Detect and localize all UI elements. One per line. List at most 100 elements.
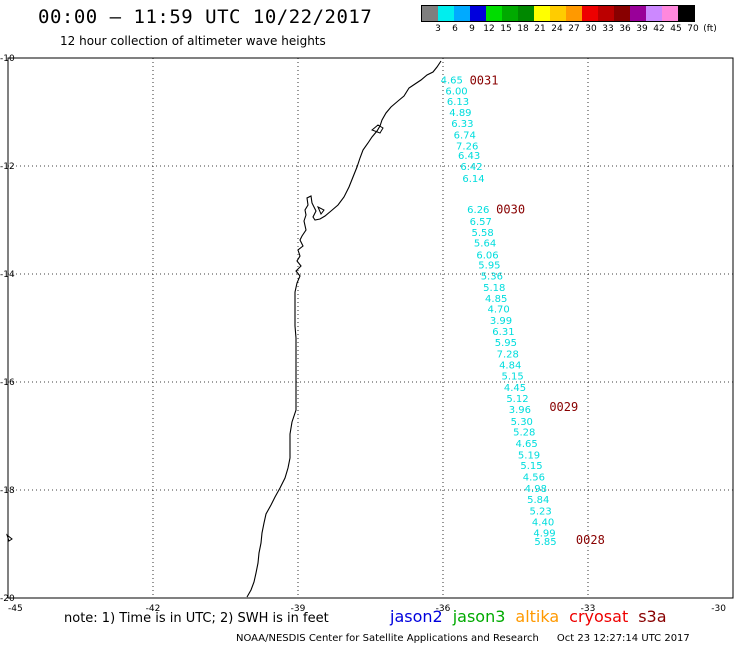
page-subtitle: 12 hour collection of altimeter wave hei…: [60, 34, 326, 48]
swh-value-label: 5.15: [501, 372, 523, 383]
legend-swatch: [502, 6, 518, 21]
wave-height-color-legend: 3 6 9 12 15 18 21 24 27 30 33 36 39 42 45 70 (ft): [421, 5, 717, 36]
swh-value-label: 5.30: [511, 417, 533, 428]
lon-tick-label: -39: [291, 604, 306, 614]
legend-swatch: [566, 6, 582, 21]
lon-tick-label: -30: [711, 604, 726, 614]
swh-value-label: 6.42: [460, 162, 482, 173]
swh-value-label: 4.45: [504, 383, 526, 394]
map-frame: [7, 57, 734, 599]
satellite-legend: jason2 jason3 altika cryosat s3a: [390, 607, 677, 626]
swh-value-label: 5.64: [474, 239, 496, 250]
swh-value-label: 6.14: [462, 174, 484, 185]
legend-label: 18: [517, 24, 529, 34]
generated-date: Oct 23 12:27:14 UTC 2017: [556, 633, 690, 644]
swh-value-label: 5.95: [478, 260, 500, 271]
swh-value-label: 4.85: [485, 294, 507, 305]
legend-swatch: [454, 6, 470, 21]
legend-swatch: [534, 6, 550, 21]
swh-value-label: 5.23: [530, 507, 552, 518]
time-marker-label: 0028: [576, 533, 605, 547]
swh-value-label: 6.00: [445, 86, 467, 97]
legend-swatch: [630, 6, 646, 21]
swh-value-label: 6.74: [454, 131, 476, 142]
swh-value-label: 5.28: [513, 428, 535, 439]
legend-label: 36: [619, 24, 631, 34]
swh-value-label: 5.12: [506, 394, 528, 405]
legend-swatch: [422, 6, 438, 21]
legend-label: 30: [585, 24, 597, 34]
legend-label: 45: [670, 24, 682, 34]
coastline: [246, 60, 442, 598]
color-swatches: [421, 5, 695, 22]
swh-value-label: 5.19: [518, 450, 540, 461]
lon-tick-label: -36: [436, 604, 451, 614]
legend-label: 21: [534, 24, 546, 34]
swh-value-label: 4.70: [487, 305, 509, 316]
legend-label: 27: [568, 24, 580, 34]
time-marker-label: 0031: [470, 74, 499, 88]
lat-tick-label: -18: [0, 486, 15, 496]
swh-value-label: 4.65: [516, 439, 538, 450]
swh-value-label: 4.65: [441, 76, 463, 87]
time-marker-label: 0029: [549, 400, 578, 414]
legend-label: 15: [500, 24, 512, 34]
swh-value-label: 5.36: [481, 272, 503, 283]
lat-tick-label: -10: [0, 54, 15, 64]
swh-value-label: 5.95: [495, 338, 517, 349]
legend-swatch: [678, 6, 694, 21]
legend-swatch: [662, 6, 678, 21]
satellite-altika: altika: [515, 607, 560, 626]
legend-swatch: [438, 6, 454, 21]
credit-text: NOAA/NESDIS Center for Satellite Applica…: [236, 633, 539, 644]
swh-value-label: 4.98: [525, 484, 547, 495]
swh-value-label: 5.85: [534, 537, 556, 548]
coastline-island: [5, 533, 13, 542]
swh-value-label: 5.84: [527, 495, 549, 506]
legend-swatch: [486, 6, 502, 21]
lat-tick-label: -20: [0, 594, 15, 604]
swh-value-label: 4.56: [523, 473, 545, 484]
legend-label: 9: [469, 24, 475, 34]
satellite-track: 4.656.006.134.896.336.747.266.436.426.14…: [441, 74, 605, 548]
swh-value-label: 6.33: [451, 119, 473, 130]
legend-swatch: [646, 6, 662, 21]
swh-value-label: 6.43: [458, 151, 480, 162]
legend-swatch: [614, 6, 630, 21]
lat-tick-label: -12: [0, 162, 15, 172]
swh-value-label: 7.26: [456, 141, 478, 152]
legend-label: 6: [452, 24, 458, 34]
legend-label: 42: [653, 24, 665, 34]
legend-swatch: [598, 6, 614, 21]
swh-value-label: 5.15: [520, 461, 542, 472]
swh-value-label: 3.99: [490, 316, 512, 327]
coastline-island: [371, 124, 384, 134]
lon-tick-label: -33: [581, 604, 596, 614]
satellite-cryosat: cryosat: [569, 607, 629, 626]
swh-value-label: 6.31: [492, 327, 514, 338]
swh-value-label: 6.13: [447, 97, 469, 108]
legend-label: (ft): [703, 24, 717, 34]
legend-label: 3: [435, 24, 441, 34]
legend-swatch: [550, 6, 566, 21]
swh-value-label: 5.18: [483, 283, 505, 294]
legend-label: 24: [551, 24, 563, 34]
axis-labels: -10 -12 -14 -16 -18 -20-45 -42 -39 -36 -33 -30: [0, 54, 726, 614]
swh-value-label: 7.28: [497, 349, 519, 360]
legend-swatch: [518, 6, 534, 21]
legend-label: 70: [687, 24, 699, 34]
lon-tick-label: -42: [146, 604, 161, 614]
satellite-jason2: jason2: [390, 607, 443, 626]
legend-swatch: [470, 6, 486, 21]
color-legend-labels: 3 6 9 12 15 18 21 24 27 30 33 36 39 42 45 70 (ft): [421, 22, 717, 36]
swh-value-label: 4.84: [499, 361, 521, 372]
time-marker-label: 0030: [496, 203, 525, 217]
swh-value-label: 3.96: [509, 405, 531, 416]
footer-credit: NOAA/NESDIS Center for Satellite Applica…: [236, 633, 690, 644]
swh-value-label: 6.57: [470, 217, 492, 228]
lat-tick-label: -14: [0, 270, 15, 280]
page-title: 00:00 – 11:59 UTC 10/22/2017: [38, 6, 373, 28]
note-text: note: 1) Time is in UTC; 2) SWH is in fe…: [64, 611, 329, 626]
legend-label: 33: [602, 24, 614, 34]
